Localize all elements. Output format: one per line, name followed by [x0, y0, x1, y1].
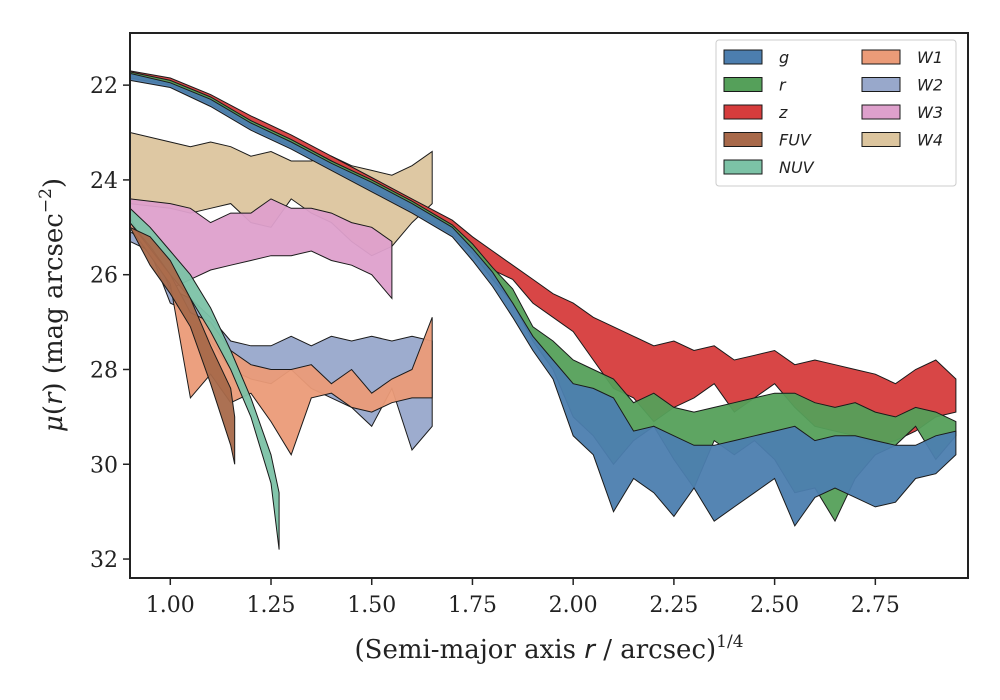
legend-swatch-w4	[861, 132, 901, 147]
y-tick-label: 22	[90, 74, 118, 99]
x-axis-label: (Semi-major axis r / arcsec)1/4	[354, 632, 743, 665]
x-tick-label: 1.75	[448, 593, 497, 618]
band-fuv	[130, 226, 236, 465]
legend-label-g: g	[779, 48, 789, 67]
y-tick-label: 32	[90, 548, 118, 573]
band-z	[130, 70, 957, 446]
legend-label-w3: W3	[917, 103, 943, 122]
x-tick-label: 2.75	[851, 593, 900, 618]
band-g	[130, 72, 957, 527]
legend-swatch-nuv	[723, 159, 763, 175]
band-w3	[130, 198, 393, 300]
y-axis-ticks: 22 24 26 28 30 32	[90, 74, 130, 573]
y-tick-label: 30	[90, 453, 118, 478]
legend-swatch-r	[723, 77, 763, 92]
x-tick-label: 1.25	[247, 593, 296, 618]
legend-label-fuv: FUV	[779, 131, 812, 150]
y-axis-label: μ(r) (mag arcsec−2)	[36, 178, 69, 432]
y-tick-label: 24	[90, 169, 118, 194]
legend-swatch-z	[723, 104, 763, 120]
x-tick-label: 2.50	[750, 593, 799, 618]
x-tick-label: 1.00	[146, 593, 195, 618]
legend: grz FUV NUV W1 W2 W3 W4	[715, 39, 957, 187]
y-tick-label: 28	[90, 358, 118, 383]
legend-frame	[715, 39, 957, 187]
y-tick-label: 26	[90, 264, 118, 289]
legend-swatch-w1	[861, 49, 901, 65]
legend-label-r: r	[779, 76, 787, 95]
legend-label-w2: W2	[917, 76, 943, 95]
legend-label-z: z	[778, 103, 788, 122]
data-bands	[130, 70, 957, 550]
x-tick-label: 2.25	[649, 593, 698, 618]
legend-swatch-w3	[861, 104, 901, 120]
legend-label-w1: W1	[917, 48, 943, 67]
legend-swatch-w2	[861, 77, 901, 92]
x-axis-ticks: 1.00 1.25 1.50 1.75 2.00 2.25 2.50 2.75	[146, 578, 900, 618]
legend-label-nuv: NUV	[779, 158, 815, 177]
legend-label-w4: W4	[917, 131, 943, 150]
legend-swatch-fuv	[723, 132, 763, 147]
legend-swatch-g	[723, 49, 763, 65]
x-tick-label: 1.50	[347, 593, 396, 618]
x-tick-label: 2.00	[549, 593, 598, 618]
plot-frame	[129, 32, 969, 579]
